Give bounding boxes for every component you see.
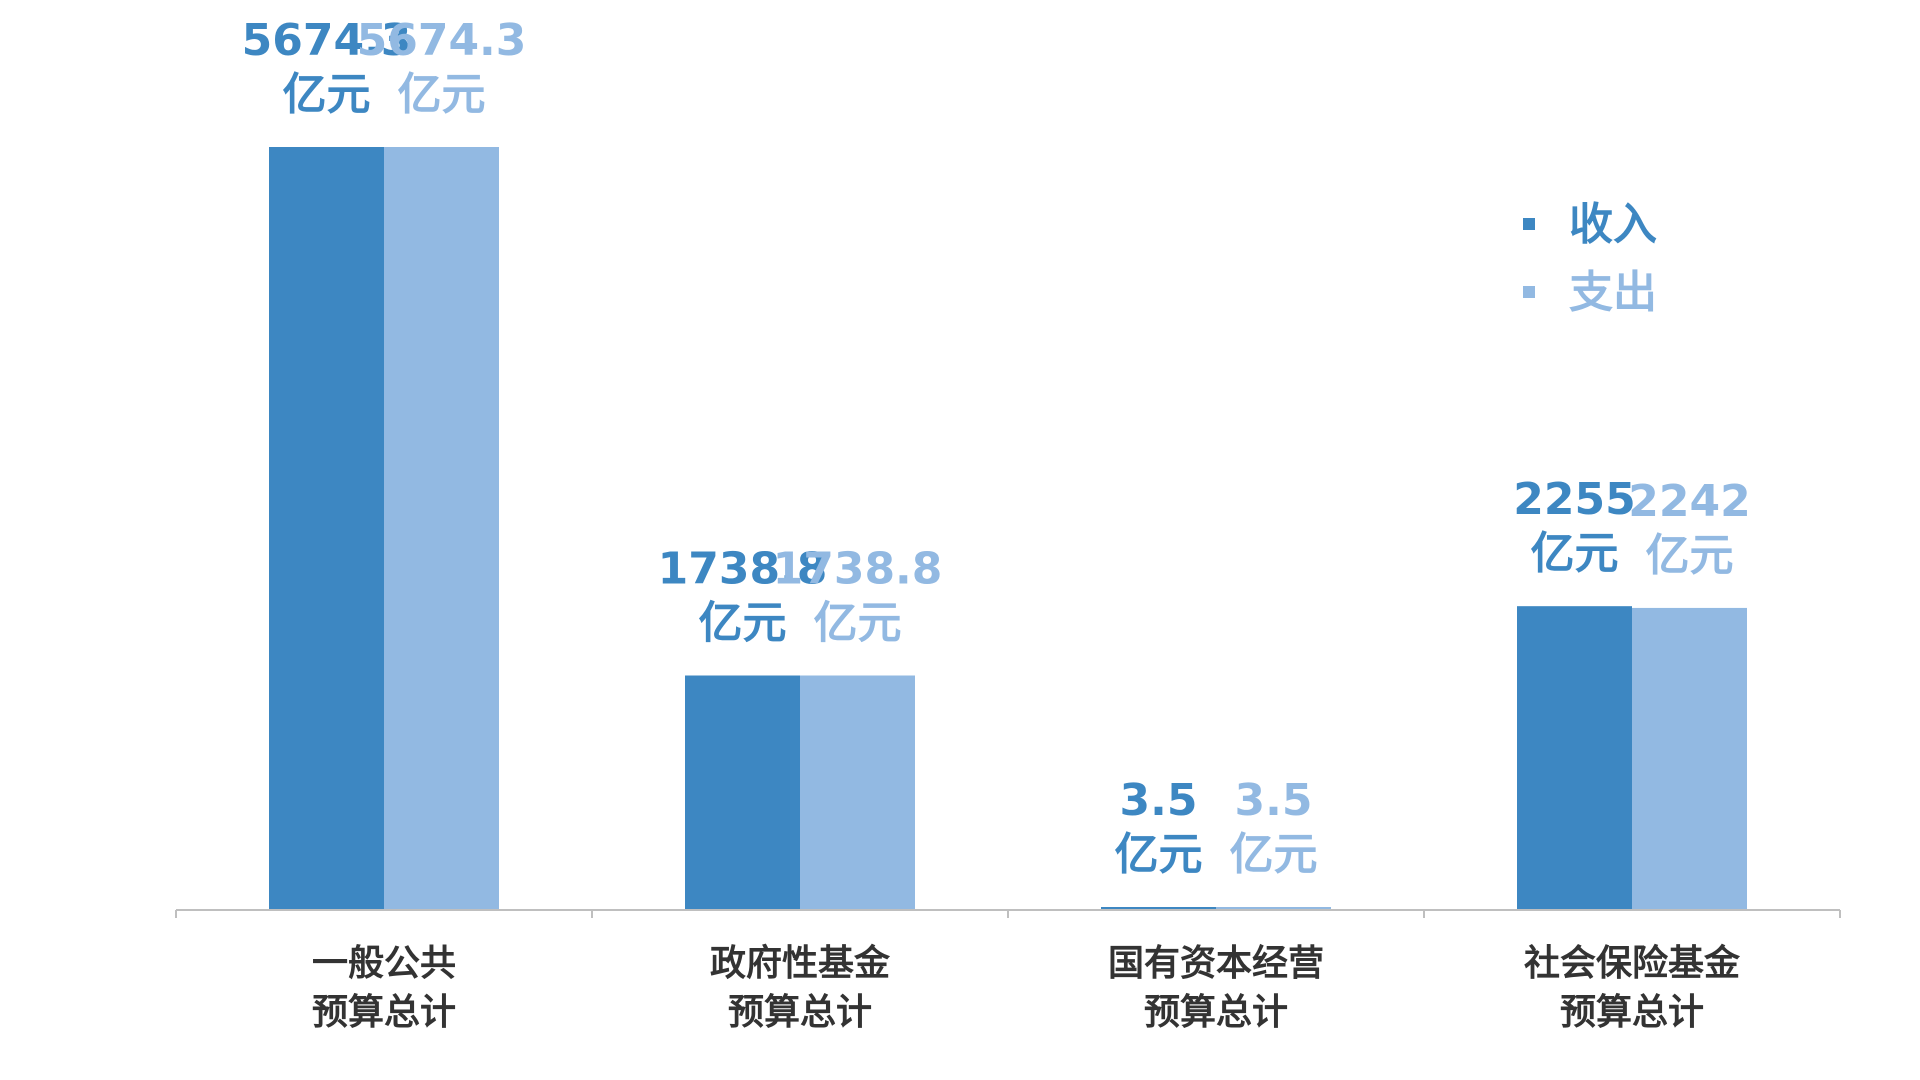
x-axis <box>175 909 1841 918</box>
data-label: 亿元 <box>283 69 371 120</box>
data-label: 3.5 <box>1235 775 1313 826</box>
bar-income <box>269 147 384 909</box>
data-label: 亿元 <box>1115 829 1203 880</box>
category-label: 政府性基金 <box>710 942 891 984</box>
bar-income <box>1517 606 1632 909</box>
legend-swatch <box>1523 286 1535 298</box>
data-label: 5674.3 <box>242 15 412 66</box>
bar-expense <box>1216 907 1331 909</box>
legend-label: 支出 <box>1569 267 1657 318</box>
data-label: 亿元 <box>699 597 787 648</box>
bar-expense <box>384 147 499 909</box>
bar-income <box>685 675 800 909</box>
data-label: 亿元 <box>814 597 902 648</box>
category-label: 国有资本经营 <box>1108 943 1324 984</box>
data-label: 1738.8 <box>773 543 943 594</box>
category-label: 预算总计 <box>312 992 456 1033</box>
data-label: 亿元 <box>1646 530 1734 581</box>
category-label: 一般公共 <box>312 943 456 984</box>
bar-expense <box>800 675 915 909</box>
legend-swatch <box>1523 218 1535 230</box>
category-label: 预算总计 <box>728 992 872 1033</box>
data-label: 5674.3 <box>357 15 527 66</box>
data-label: 亿元 <box>1531 528 1619 579</box>
data-label: 3.5 <box>1120 775 1198 826</box>
legend-label: 收入 <box>1569 199 1657 250</box>
bar-income <box>1101 907 1216 909</box>
category-label: 社会保险基金 <box>1524 942 1741 984</box>
bars <box>269 147 1747 909</box>
data-labels: 5674.3亿元1738.8亿元3.5亿元2255亿元5674.3亿元1738.… <box>242 15 1751 880</box>
data-label: 2255 <box>1513 474 1635 525</box>
category-label: 预算总计 <box>1560 992 1704 1033</box>
data-label: 亿元 <box>1230 829 1318 880</box>
data-label: 1738.8 <box>658 543 828 594</box>
category-label: 预算总计 <box>1144 992 1288 1033</box>
data-label: 亿元 <box>398 69 486 120</box>
data-label: 2242 <box>1628 476 1750 527</box>
bar-expense <box>1632 607 1747 909</box>
